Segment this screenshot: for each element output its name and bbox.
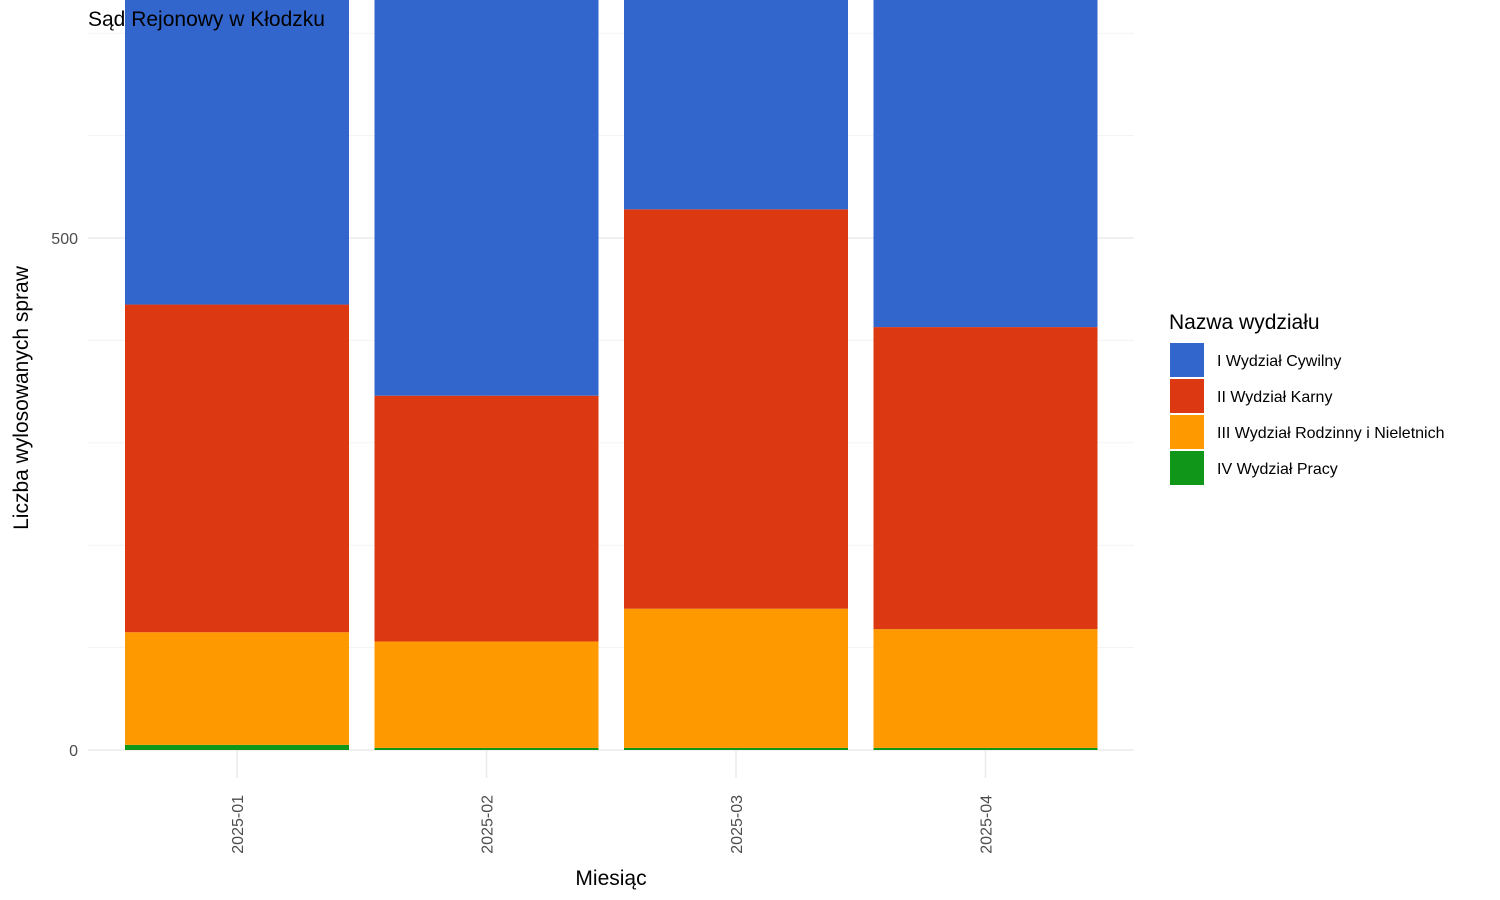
bar-segment [873, 747, 1098, 750]
x-axis-title: Miesiąc [575, 867, 646, 890]
x-tick-label: 2025-04 [979, 795, 996, 854]
bar-segment [374, 395, 599, 642]
legend-label: IV Wydział Pracy [1217, 461, 1338, 478]
bar-segment [125, 744, 349, 750]
legend-label: I Wydział Cywilny [1217, 353, 1341, 370]
x-tick-label: 2025-01 [230, 795, 247, 854]
y-axis-ticks: 05001000 [51, 231, 78, 760]
bar-segment [374, 747, 599, 750]
bar-segment [873, 629, 1098, 748]
y-tick-label: 500 [51, 231, 78, 248]
legend-key [1170, 415, 1204, 449]
bar-segment [125, 632, 349, 745]
y-tick-label: 0 [69, 743, 78, 760]
chart-title: Sąd Rejonowy w Kłodzku [88, 8, 325, 31]
y-axis-title: Liczba wylosowanych spraw [10, 265, 33, 530]
x-tick-label: 2025-02 [480, 795, 497, 854]
bars [125, 0, 1098, 750]
bar-segment [624, 0, 848, 210]
bar-segment [125, 0, 349, 305]
legend-key [1170, 451, 1204, 485]
x-tick-label: 2025-03 [729, 795, 746, 854]
bar-segment [624, 209, 848, 609]
bar-segment [125, 304, 349, 633]
bar-segment [374, 641, 599, 748]
bar-segment [374, 0, 599, 396]
legend-title: Nazwa wydziału [1169, 311, 1320, 334]
legend-key [1170, 343, 1204, 377]
legend: Nazwa wydziału I Wydział Cywilny II Wydzi… [1169, 311, 1445, 485]
bar-segment [624, 747, 848, 750]
legend-label: II Wydział Karny [1217, 389, 1332, 406]
bar-segment [873, 0, 1098, 328]
x-axis-ticks: 2025-01 2025-02 2025-03 2025-04 [230, 795, 996, 854]
legend-key [1170, 379, 1204, 413]
bar-segment [624, 608, 848, 748]
legend-label: III Wydział Rodzinny i Nieletnich [1217, 425, 1445, 442]
bar-segment [873, 327, 1098, 630]
